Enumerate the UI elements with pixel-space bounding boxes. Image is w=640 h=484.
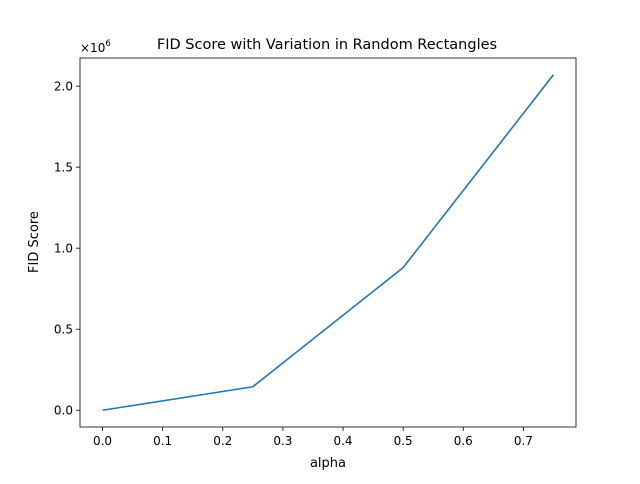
y-axis-multiplier-exponent: 6 xyxy=(105,39,110,49)
y-axis-multiplier-base: ×10 xyxy=(80,41,105,55)
y-tick-label: 0.0 xyxy=(54,404,73,418)
x-axis-ticks: 0.0 0.1 0.2 0.3 0.4 0.5 0.6 0.7 xyxy=(93,427,533,448)
y-axis-label: FID Score xyxy=(27,211,42,273)
y-axis-multiplier: ×106 xyxy=(80,39,111,55)
series-line xyxy=(102,74,555,412)
x-tick-label: 0.2 xyxy=(213,434,232,448)
series-layer xyxy=(102,74,555,412)
x-tick-label: 0.1 xyxy=(153,434,172,448)
y-axis-ticks: 0.0 0.5 1.0 1.5 2.0 xyxy=(54,80,80,418)
x-tick-label: 0.0 xyxy=(93,434,112,448)
y-tick-label: 0.5 xyxy=(54,323,73,337)
y-tick-label: 2.0 xyxy=(54,80,73,94)
x-tick-label: 0.3 xyxy=(273,434,292,448)
y-tick-label: 1.0 xyxy=(54,242,73,256)
x-tick-label: 0.5 xyxy=(394,434,413,448)
plot-area-frame xyxy=(79,57,577,428)
x-tick-label: 0.4 xyxy=(333,434,352,448)
x-tick-label: 0.6 xyxy=(454,434,473,448)
x-axis-label: alpha xyxy=(310,456,346,471)
chart-title: FID Score with Variation in Random Recta… xyxy=(157,37,497,53)
x-tick-label: 0.7 xyxy=(514,434,533,448)
y-tick-label: 1.5 xyxy=(54,161,73,175)
